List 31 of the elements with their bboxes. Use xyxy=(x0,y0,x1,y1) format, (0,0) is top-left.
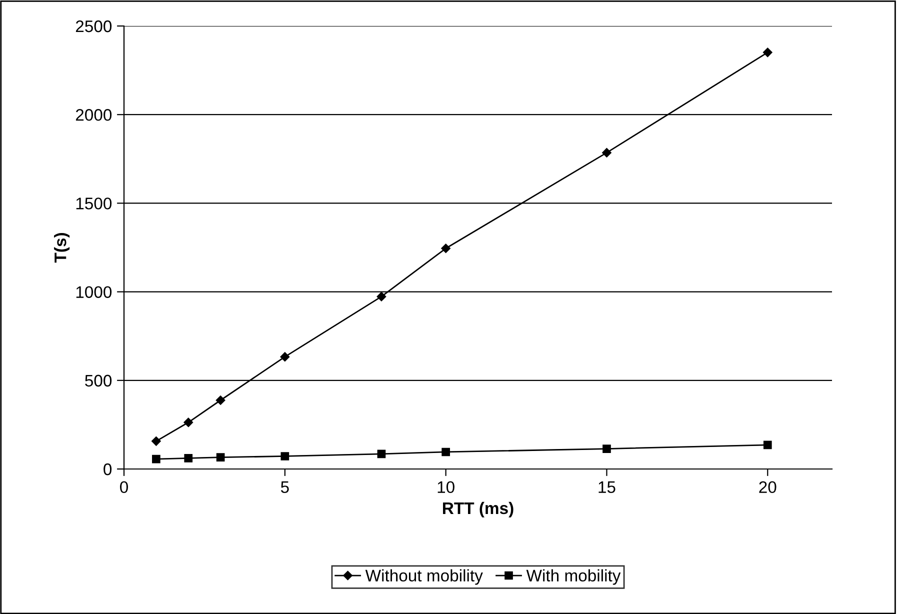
y-tick-label: 2000 xyxy=(76,109,112,121)
point xyxy=(602,148,612,158)
y-tick-label: 500 xyxy=(85,374,112,387)
point xyxy=(184,418,193,428)
y-tick-label: 0 xyxy=(104,463,112,476)
x-tick-label: 20 xyxy=(759,481,776,494)
legend-label: With mobility xyxy=(526,569,621,585)
point xyxy=(152,436,161,446)
x-tick-label: 0 xyxy=(120,481,128,494)
point xyxy=(280,352,290,362)
x-tick-label: 5 xyxy=(280,481,289,494)
point xyxy=(602,444,611,453)
point xyxy=(280,452,290,460)
point xyxy=(377,450,386,458)
y-tick-label: 1000 xyxy=(76,286,112,298)
point xyxy=(442,448,450,456)
point xyxy=(376,292,386,302)
point xyxy=(216,396,226,405)
x-axis-title: RTT (ms) xyxy=(443,502,514,518)
x-tick-label: 10 xyxy=(438,481,454,494)
y-axis-title: T(s) xyxy=(54,233,70,263)
y-tick-label: 2500 xyxy=(76,20,112,32)
point xyxy=(763,440,772,450)
point xyxy=(216,453,225,462)
point xyxy=(763,48,772,58)
point xyxy=(152,454,160,464)
point xyxy=(441,244,450,254)
legend-label: Without mobility xyxy=(365,569,483,585)
x-tick-label: 15 xyxy=(598,481,616,494)
point xyxy=(184,454,193,462)
y-tick-label: 1500 xyxy=(76,198,112,210)
